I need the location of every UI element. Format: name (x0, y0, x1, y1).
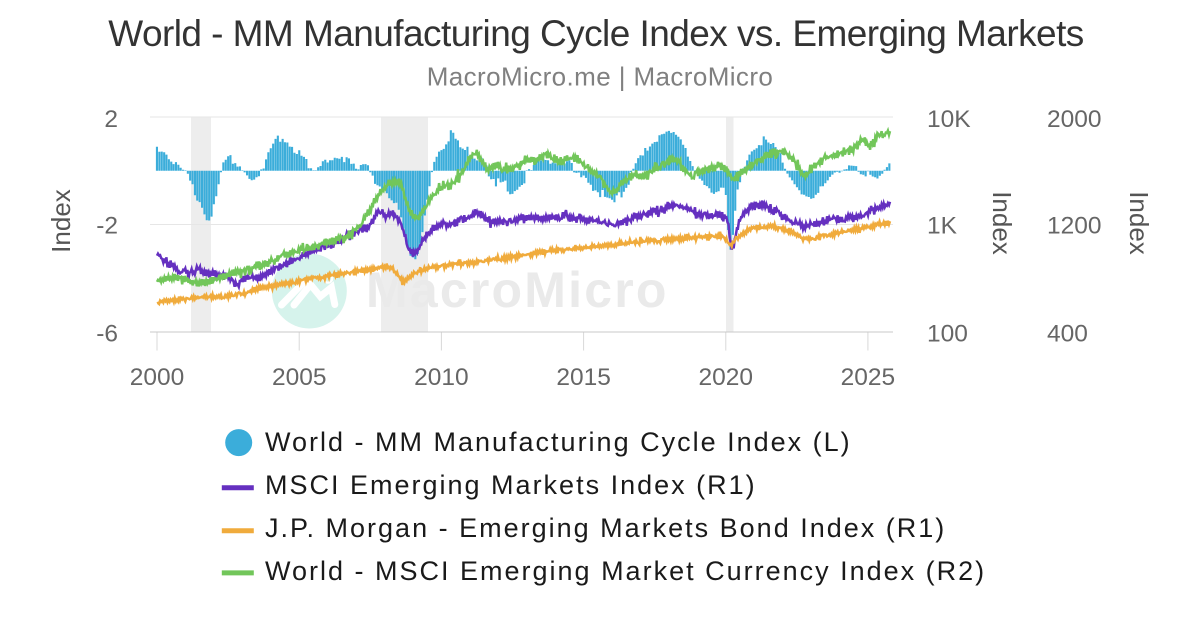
svg-text:2: 2 (104, 106, 118, 133)
svg-text:Index: Index (46, 189, 76, 253)
svg-text:2015: 2015 (556, 364, 611, 391)
svg-text:10K: 10K (927, 106, 971, 133)
svg-text:1200: 1200 (1047, 213, 1102, 240)
svg-text:J.P. Morgan - Emerging Markets: J.P. Morgan - Emerging Markets Bond Inde… (265, 513, 946, 543)
svg-text:-6: -6 (96, 321, 118, 348)
svg-text:World - MM Manufacturing Cycle: World - MM Manufacturing Cycle Index (L) (265, 427, 852, 457)
svg-text:2000: 2000 (130, 364, 185, 391)
svg-text:2025: 2025 (841, 364, 896, 391)
svg-text:400: 400 (1047, 321, 1088, 348)
svg-text:2005: 2005 (272, 364, 327, 391)
svg-text:2000: 2000 (1047, 106, 1102, 133)
svg-text:MacroMicro: MacroMicro (366, 262, 669, 318)
svg-text:-2: -2 (96, 213, 118, 240)
svg-text:1K: 1K (927, 213, 958, 240)
svg-text:2010: 2010 (414, 364, 469, 391)
svg-text:Index: Index (1124, 191, 1154, 255)
svg-text:2020: 2020 (699, 364, 754, 391)
svg-text:World - MSCI Emerging Market C: World - MSCI Emerging Market Currency In… (265, 556, 986, 586)
svg-text:MSCI Emerging Markets Index (R: MSCI Emerging Markets Index (R1) (265, 470, 757, 500)
svg-text:MacroMicro.me | MacroMicro: MacroMicro.me | MacroMicro (427, 62, 774, 92)
svg-text:Index: Index (987, 191, 1017, 255)
svg-text:World - MM Manufacturing Cycle: World - MM Manufacturing Cycle Index vs.… (108, 13, 1084, 54)
svg-text:100: 100 (927, 321, 968, 348)
